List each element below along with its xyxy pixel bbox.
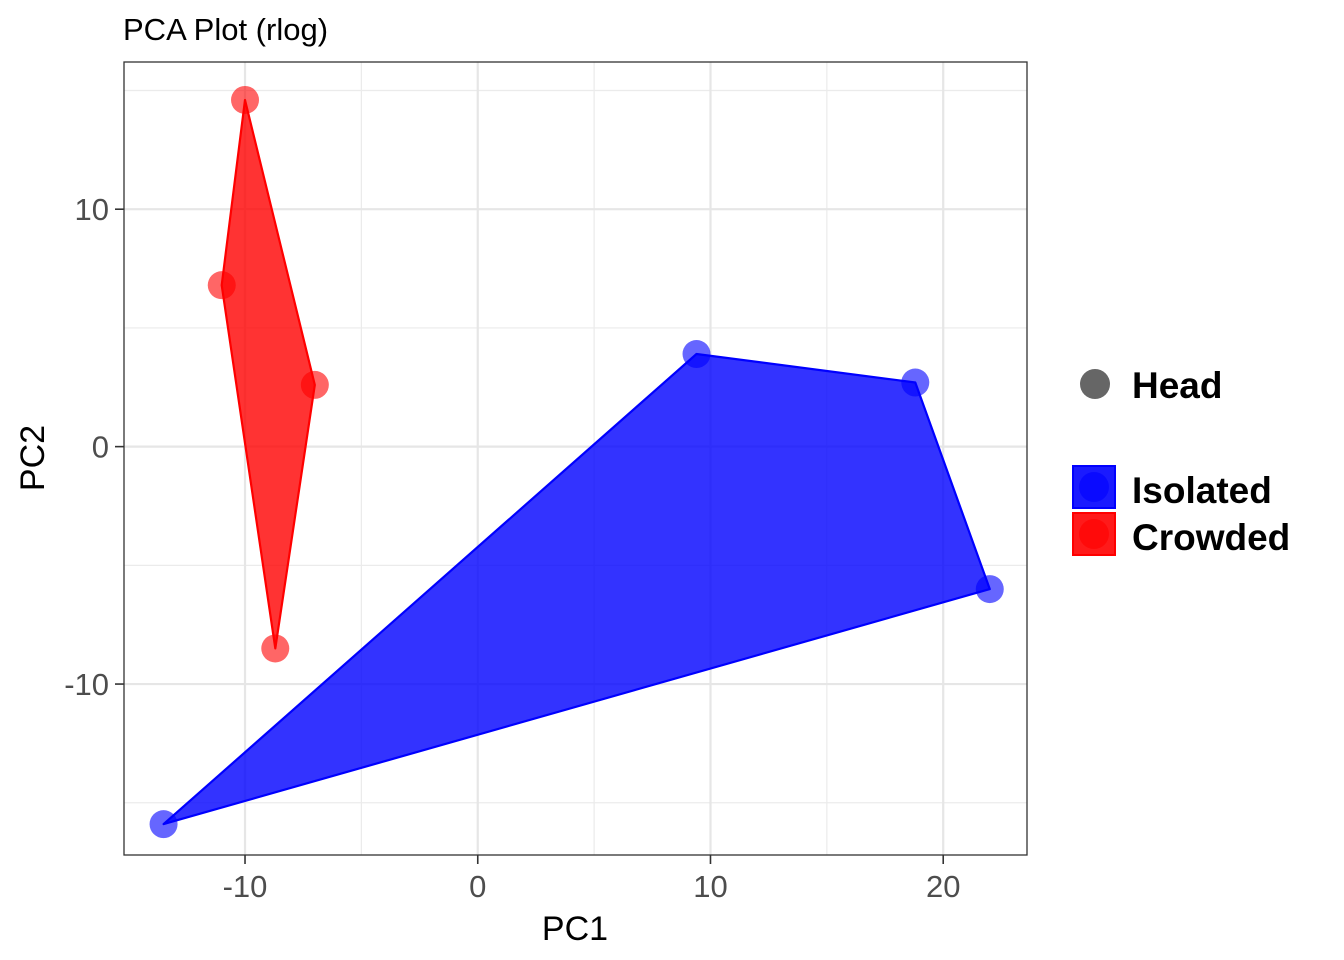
- legend-item-crowded: Crowded: [1072, 512, 1290, 558]
- legend-item-isolated: Isolated: [1072, 465, 1272, 511]
- legend-circle-crowded-icon: [1079, 519, 1109, 549]
- point-crowded-2: [300, 370, 329, 399]
- point-layer: [149, 85, 1004, 839]
- y-tick-label-0: -10: [64, 667, 109, 702]
- legend-shape-circle-icon: [1080, 369, 1110, 399]
- point-crowded-1: [207, 271, 236, 300]
- x-tick-label-0: -10: [223, 869, 268, 904]
- plot-border: [123, 61, 1028, 856]
- legend-label-crowded: Crowded: [1132, 517, 1290, 558]
- legend: Head Isolated Crowded: [1072, 365, 1290, 558]
- legend-circle-isolated-icon: [1079, 472, 1109, 502]
- x-axis-title: PC1: [542, 910, 608, 948]
- point-crowded-3: [261, 634, 290, 663]
- hull-layer: [162, 98, 991, 826]
- x-axis: -10 0 10 20: [223, 855, 960, 904]
- point-isolated-3: [975, 575, 1004, 604]
- point-isolated-2: [901, 368, 930, 397]
- x-tick-label-3: 20: [926, 869, 960, 904]
- point-isolated-0: [149, 810, 178, 839]
- point-crowded-0: [231, 85, 260, 114]
- x-tick-label-1: 0: [469, 869, 486, 904]
- y-axis: -10 0 10: [64, 192, 124, 702]
- x-tick-label-2: 10: [693, 869, 727, 904]
- y-axis-title: PC2: [14, 425, 52, 491]
- legend-label-isolated: Isolated: [1132, 470, 1272, 511]
- y-tick-label-2: 10: [75, 192, 109, 227]
- legend-shape-label: Head: [1132, 365, 1222, 406]
- point-isolated-1: [682, 340, 711, 369]
- chart-title: PCA Plot (rlog): [123, 12, 328, 47]
- y-tick-label-1: 0: [92, 430, 109, 465]
